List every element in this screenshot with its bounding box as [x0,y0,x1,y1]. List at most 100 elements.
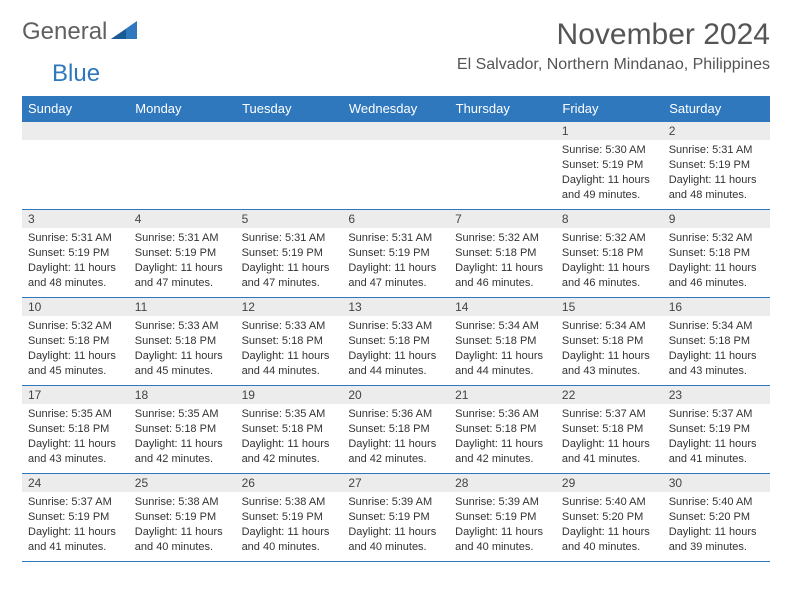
daylight-label: Daylight: [562,438,608,450]
day-number: 12 [236,298,343,316]
day-number: 23 [663,386,770,404]
sunrise-value: 5:40 AM [712,496,752,508]
day-number: 28 [449,474,556,492]
weekday-header: Friday [556,96,663,122]
daylight-label: Daylight: [28,262,74,274]
daylight-label: Daylight: [242,350,288,362]
calendar-cell: 1Sunrise: 5:30 AMSunset: 5:19 PMDaylight… [556,122,663,210]
daylight-label: Daylight: [455,526,501,538]
sunrise-label: Sunrise: [455,232,498,244]
daylight-label: Daylight: [455,262,501,274]
day-content: Sunrise: 5:32 AMSunset: 5:18 PMDaylight:… [22,316,129,384]
sunrise-value: 5:39 AM [499,496,539,508]
daylight-label: Daylight: [562,174,608,186]
empty-daynum [22,122,129,140]
calendar-cell: 24Sunrise: 5:37 AMSunset: 5:19 PMDayligh… [22,474,129,562]
sunset-value: 5:18 PM [282,335,323,347]
daylight-label: Daylight: [135,350,181,362]
daylight-label: Daylight: [669,350,715,362]
location: El Salvador, Northern Mindanao, Philippi… [457,56,770,74]
sunrise-label: Sunrise: [28,408,71,420]
day-number: 16 [663,298,770,316]
calendar-cell: 8Sunrise: 5:32 AMSunset: 5:18 PMDaylight… [556,210,663,298]
weekday-header: Monday [129,96,236,122]
daylight-label: Daylight: [669,174,715,186]
calendar-cell: 18Sunrise: 5:35 AMSunset: 5:18 PMDayligh… [129,386,236,474]
calendar-cell [449,122,556,210]
sunset-label: Sunset: [455,511,495,523]
weekday-header: Wednesday [342,96,449,122]
daylight-label: Daylight: [455,350,501,362]
daylight-label: Daylight: [348,262,394,274]
sunrise-label: Sunrise: [562,496,605,508]
empty-daynum [342,122,449,140]
sunrise-label: Sunrise: [455,408,498,420]
logo-triangle-icon [111,18,137,46]
sunset-value: 5:18 PM [709,335,750,347]
day-number: 21 [449,386,556,404]
logo-text-2: Blue [52,60,100,88]
calendar-cell: 7Sunrise: 5:32 AMSunset: 5:18 PMDaylight… [449,210,556,298]
sunset-label: Sunset: [669,423,709,435]
sunset-value: 5:18 PM [175,423,216,435]
sunrise-label: Sunrise: [28,232,71,244]
sunset-label: Sunset: [135,423,175,435]
calendar-cell: 23Sunrise: 5:37 AMSunset: 5:19 PMDayligh… [663,386,770,474]
sunset-label: Sunset: [348,247,388,259]
calendar-row: 1Sunrise: 5:30 AMSunset: 5:19 PMDaylight… [22,122,770,210]
sunset-value: 5:19 PM [282,511,323,523]
sunset-value: 5:19 PM [389,511,430,523]
day-content: Sunrise: 5:36 AMSunset: 5:18 PMDaylight:… [449,404,556,472]
sunset-value: 5:18 PM [68,423,109,435]
sunset-label: Sunset: [242,247,282,259]
sunset-value: 5:18 PM [389,423,430,435]
sunset-value: 5:20 PM [602,511,643,523]
calendar-cell: 14Sunrise: 5:34 AMSunset: 5:18 PMDayligh… [449,298,556,386]
sunset-label: Sunset: [455,247,495,259]
sunrise-value: 5:39 AM [392,496,432,508]
sunset-label: Sunset: [135,511,175,523]
sunrise-label: Sunrise: [669,232,712,244]
sunset-value: 5:18 PM [602,247,643,259]
day-number: 3 [22,210,129,228]
sunset-label: Sunset: [348,423,388,435]
sunrise-value: 5:33 AM [285,320,325,332]
day-content: Sunrise: 5:37 AMSunset: 5:18 PMDaylight:… [556,404,663,472]
calendar-cell: 4Sunrise: 5:31 AMSunset: 5:19 PMDaylight… [129,210,236,298]
sunrise-label: Sunrise: [455,496,498,508]
day-number: 2 [663,122,770,140]
day-number: 27 [342,474,449,492]
empty-daynum [236,122,343,140]
sunset-label: Sunset: [28,511,68,523]
calendar-body: 1Sunrise: 5:30 AMSunset: 5:19 PMDaylight… [22,122,770,562]
sunrise-label: Sunrise: [348,232,391,244]
day-content: Sunrise: 5:38 AMSunset: 5:19 PMDaylight:… [236,492,343,560]
day-number: 26 [236,474,343,492]
sunset-label: Sunset: [28,247,68,259]
sunrise-label: Sunrise: [669,320,712,332]
sunrise-value: 5:35 AM [285,408,325,420]
sunset-value: 5:18 PM [709,247,750,259]
daylight-label: Daylight: [669,526,715,538]
sunset-value: 5:19 PM [175,511,216,523]
calendar-cell: 17Sunrise: 5:35 AMSunset: 5:18 PMDayligh… [22,386,129,474]
sunrise-label: Sunrise: [669,496,712,508]
day-number: 18 [129,386,236,404]
daylight-label: Daylight: [669,262,715,274]
calendar-cell: 20Sunrise: 5:36 AMSunset: 5:18 PMDayligh… [342,386,449,474]
daylight-label: Daylight: [28,526,74,538]
sunset-label: Sunset: [242,511,282,523]
day-number: 5 [236,210,343,228]
sunrise-label: Sunrise: [135,496,178,508]
daylight-label: Daylight: [135,262,181,274]
sunrise-label: Sunrise: [242,232,285,244]
daylight-label: Daylight: [562,350,608,362]
day-number: 8 [556,210,663,228]
sunrise-label: Sunrise: [562,144,605,156]
sunrise-value: 5:37 AM [605,408,645,420]
day-number: 11 [129,298,236,316]
sunset-label: Sunset: [135,247,175,259]
day-content: Sunrise: 5:39 AMSunset: 5:19 PMDaylight:… [342,492,449,560]
sunrise-value: 5:33 AM [392,320,432,332]
sunrise-value: 5:31 AM [178,232,218,244]
